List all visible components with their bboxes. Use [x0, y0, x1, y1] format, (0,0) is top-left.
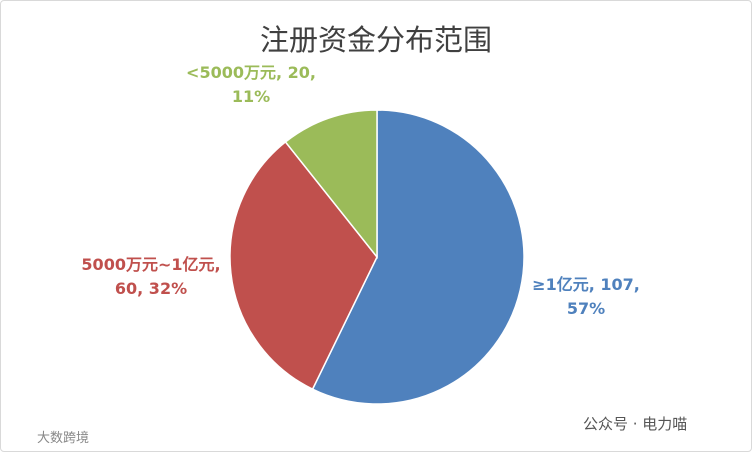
- pie-slice: [284, 109, 378, 260]
- chart-title: 注册资金分布范围: [259, 23, 492, 57]
- data-label: <5000万元, 20, 11%: [186, 63, 316, 106]
- data-label: ≥1亿元, 107, 57%: [532, 275, 640, 318]
- data-label: 5000万元~1亿元, 60, 32%: [81, 255, 221, 298]
- watermark: 大数跨境: [37, 431, 90, 446]
- pie-slice: [311, 109, 525, 405]
- pie-slice: [229, 140, 378, 391]
- watermark: 公众号 · 电力喵: [583, 415, 688, 433]
